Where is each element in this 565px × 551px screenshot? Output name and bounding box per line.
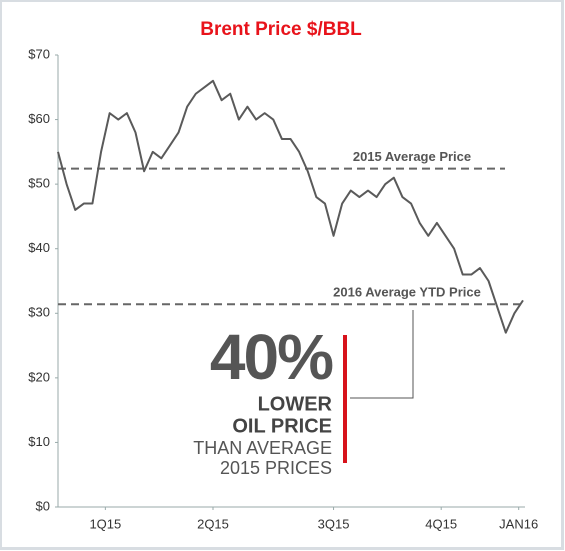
annotation-line: THAN AVERAGE [193, 438, 332, 458]
x-tick-label: 2Q15 [197, 516, 229, 531]
x-tick-label: 4Q15 [425, 516, 457, 531]
annotation-line: LOWER [258, 393, 333, 415]
annotation-line: OIL PRICE [232, 415, 332, 437]
x-tick-label: 1Q15 [89, 516, 121, 531]
reference-label: 2016 Average YTD Price [333, 285, 481, 300]
y-tick-label: $20 [28, 369, 50, 384]
y-tick-label: $70 [28, 46, 50, 61]
annotation-line: 2015 PRICES [220, 458, 332, 478]
x-tick-label: JAN16 [499, 516, 538, 531]
x-tick-label: 3Q15 [318, 516, 350, 531]
connector [350, 310, 414, 399]
y-tick-label: $0 [36, 498, 50, 513]
y-tick-label: $10 [28, 434, 50, 449]
y-tick-label: $60 [28, 111, 50, 126]
annotation-big: 40% [210, 321, 333, 393]
y-tick-label: $30 [28, 305, 50, 320]
annotation: 40% LOWER OIL PRICE THAN AVERAGE 2015 PR… [193, 310, 414, 478]
reference-label: 2015 Average Price [353, 149, 471, 164]
y-tick-label: $50 [28, 176, 50, 191]
y-tick-label: $40 [28, 240, 50, 255]
chart-title: Brent Price $/BBL [200, 19, 362, 40]
price-line [57, 79, 524, 334]
annotation-bar [343, 335, 347, 463]
